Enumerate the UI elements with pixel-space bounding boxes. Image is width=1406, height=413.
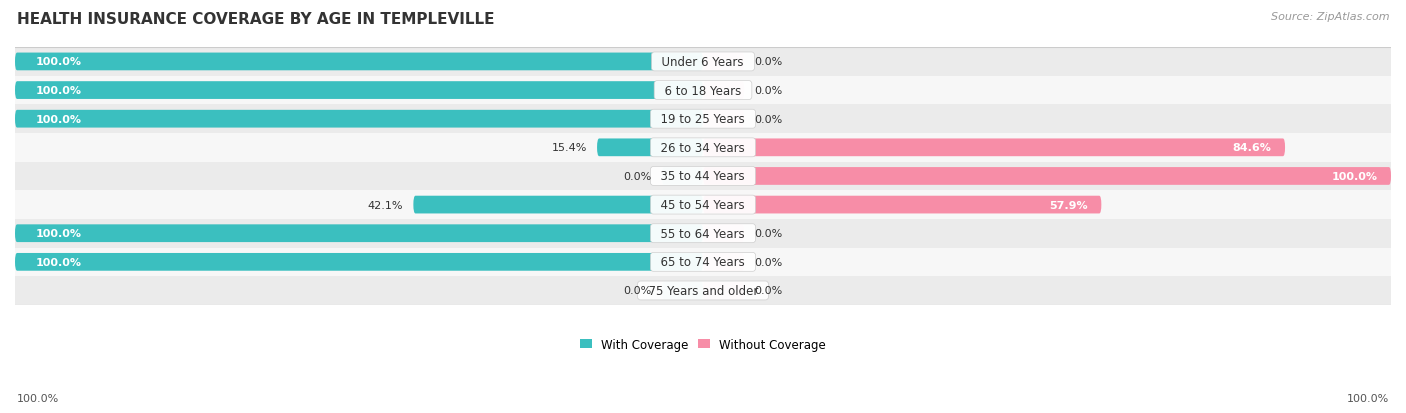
FancyBboxPatch shape (662, 282, 703, 299)
Text: 19 to 25 Years: 19 to 25 Years (654, 113, 752, 126)
Text: 100.0%: 100.0% (35, 57, 82, 67)
Bar (15, 219, 1391, 248)
FancyBboxPatch shape (15, 253, 703, 271)
FancyBboxPatch shape (662, 168, 703, 185)
Text: 0.0%: 0.0% (623, 286, 651, 296)
Text: 84.6%: 84.6% (1233, 143, 1271, 153)
Text: 0.0%: 0.0% (755, 229, 783, 239)
Text: 0.0%: 0.0% (755, 114, 783, 124)
Text: 100.0%: 100.0% (35, 257, 82, 267)
Legend: With Coverage, Without Coverage: With Coverage, Without Coverage (575, 333, 831, 356)
Bar (15, 48, 1391, 76)
Text: 100.0%: 100.0% (35, 114, 82, 124)
Text: 100.0%: 100.0% (1331, 171, 1378, 182)
Bar (15, 276, 1391, 305)
FancyBboxPatch shape (703, 196, 1101, 214)
Text: 42.1%: 42.1% (367, 200, 404, 210)
Text: 100.0%: 100.0% (35, 86, 82, 96)
Text: 0.0%: 0.0% (623, 171, 651, 182)
FancyBboxPatch shape (703, 168, 1391, 185)
Bar (15, 162, 1391, 191)
Text: 57.9%: 57.9% (1049, 200, 1088, 210)
FancyBboxPatch shape (413, 196, 703, 214)
FancyBboxPatch shape (703, 82, 744, 100)
FancyBboxPatch shape (703, 253, 744, 271)
Text: Source: ZipAtlas.com: Source: ZipAtlas.com (1271, 12, 1389, 22)
Text: 100.0%: 100.0% (1347, 393, 1389, 403)
FancyBboxPatch shape (703, 53, 744, 71)
Bar (15, 248, 1391, 276)
FancyBboxPatch shape (15, 82, 703, 100)
Text: 100.0%: 100.0% (17, 393, 59, 403)
Text: 0.0%: 0.0% (755, 57, 783, 67)
Text: 55 to 64 Years: 55 to 64 Years (654, 227, 752, 240)
Text: 15.4%: 15.4% (551, 143, 586, 153)
Text: HEALTH INSURANCE COVERAGE BY AGE IN TEMPLEVILLE: HEALTH INSURANCE COVERAGE BY AGE IN TEMP… (17, 12, 495, 27)
Text: 6 to 18 Years: 6 to 18 Years (657, 84, 749, 97)
Bar (15, 76, 1391, 105)
Text: 45 to 54 Years: 45 to 54 Years (654, 199, 752, 211)
Text: 35 to 44 Years: 35 to 44 Years (654, 170, 752, 183)
FancyBboxPatch shape (703, 111, 744, 128)
FancyBboxPatch shape (15, 225, 703, 242)
Bar (15, 105, 1391, 134)
Text: 26 to 34 Years: 26 to 34 Years (654, 142, 752, 154)
FancyBboxPatch shape (15, 53, 703, 71)
FancyBboxPatch shape (703, 282, 744, 299)
FancyBboxPatch shape (15, 111, 703, 128)
Text: 75 Years and older: 75 Years and older (641, 284, 765, 297)
FancyBboxPatch shape (598, 139, 703, 157)
FancyBboxPatch shape (703, 225, 744, 242)
Bar (15, 191, 1391, 219)
Bar (15, 134, 1391, 162)
Text: 65 to 74 Years: 65 to 74 Years (654, 256, 752, 269)
Text: 0.0%: 0.0% (755, 86, 783, 96)
Text: 100.0%: 100.0% (35, 229, 82, 239)
FancyBboxPatch shape (703, 139, 1285, 157)
Text: 0.0%: 0.0% (755, 286, 783, 296)
Text: 0.0%: 0.0% (755, 257, 783, 267)
Text: Under 6 Years: Under 6 Years (655, 56, 751, 69)
